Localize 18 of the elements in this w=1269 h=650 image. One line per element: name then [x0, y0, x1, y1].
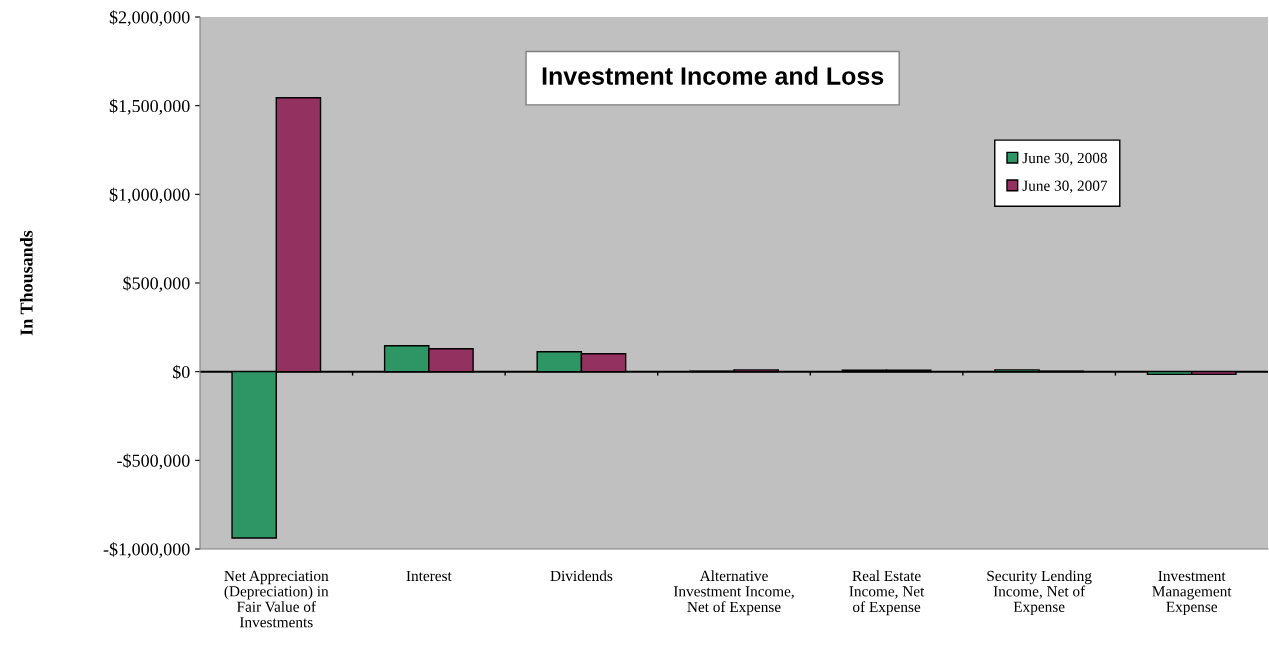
- y-tick-label: $2,000,000: [109, 10, 190, 27]
- legend-label: June 30, 2007: [1022, 180, 1108, 194]
- y-tick-label: -$500,000: [117, 453, 190, 470]
- x-tick-label: Net Appreciation (Depreciation) in Fair Value of Investments: [224, 570, 329, 628]
- y-axis-title: In Thousands: [19, 230, 33, 336]
- x-tick-label: Dividends: [550, 570, 613, 582]
- y-tick-label: $1,000,000: [109, 187, 190, 204]
- y-tick-label: -$1,000,000: [103, 542, 190, 559]
- x-tick-label: Security Lending Income, Net of Expense: [987, 570, 1092, 616]
- x-tick-label: Alternative Investment Income, Net of Expense: [673, 570, 794, 616]
- legend-label: June 30, 2008: [1022, 152, 1107, 166]
- x-tick-label: Interest: [406, 570, 452, 582]
- y-tick-label: $0: [173, 364, 190, 380]
- x-tick-label: Real Estate Income, Net of Expense: [849, 570, 925, 616]
- y-tick-label: $1,500,000: [109, 98, 190, 115]
- y-tick-label: $500,000: [123, 276, 190, 293]
- x-tick-label: Investment Management Expense: [1152, 570, 1232, 616]
- text: Investment Income and Loss: [542, 66, 884, 85]
